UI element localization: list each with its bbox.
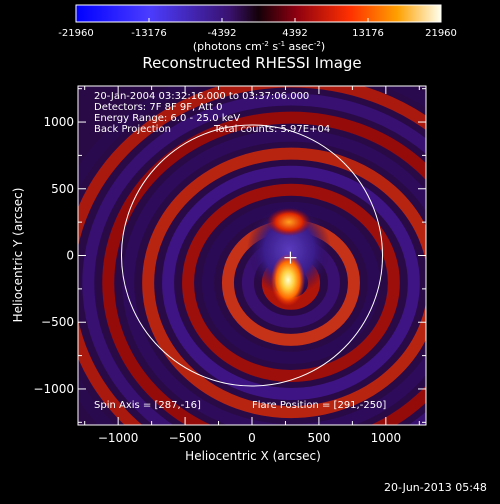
- colorbar-tick-label: -13176: [131, 28, 166, 39]
- annotation-energy: Energy Range: 6.0 - 25.0 keV: [94, 113, 240, 124]
- colorbar-tick-label: -21960: [58, 28, 93, 39]
- annotation-spin-axis: Spin Axis = [287,-16]: [94, 400, 201, 411]
- fringe-ring: [102, 111, 426, 425]
- colorbar-ticks: -21960 -13176 -4392 4392 13176 21960: [58, 18, 457, 39]
- x-tick-label: 500: [307, 431, 330, 445]
- y-tick-label: −1000: [33, 382, 74, 396]
- unit-part-1: (photons cm: [193, 40, 262, 53]
- image-area: [78, 86, 426, 425]
- annotation-counts: Total counts: 5.97E+04: [213, 124, 330, 135]
- fringe-ring: [142, 147, 426, 419]
- colorbar-tick-label: -4392: [207, 28, 236, 39]
- colorbar: [75, 4, 442, 23]
- unit-part-6: -2: [314, 40, 321, 48]
- colorbar-tick-label: 21960: [425, 28, 457, 39]
- y-tick-label: 1000: [43, 115, 74, 129]
- spin-axis-cross: [284, 251, 297, 264]
- x-axis-label: Heliocentric X (arcsec): [185, 449, 321, 463]
- unit-part-3: s: [269, 40, 278, 53]
- annotation-flare-position: Flare Position = [291,-250]: [252, 400, 386, 411]
- annotation-time: 20-Jan-2004 03:32:16.000 to 03:37:06.000: [94, 91, 309, 102]
- chart-title: Reconstructed RHESSI Image: [142, 54, 361, 72]
- x-tick-label: −1000: [98, 431, 139, 445]
- x-tick-label: −500: [169, 431, 202, 445]
- upper-source: [267, 208, 311, 236]
- x-axis-ticks: −1000 −500 0 500 1000: [84, 86, 420, 445]
- unit-part-5: asec: [285, 40, 314, 53]
- fringe-ring: [82, 93, 426, 425]
- colorbar-tick-label: 4392: [282, 28, 307, 39]
- footer-timestamp: 20-Jun-2013 05:48: [384, 481, 487, 494]
- annotation-method: Back Projection: [94, 124, 171, 135]
- solar-limb-circle: [121, 124, 383, 387]
- x-tick-label: 0: [248, 431, 256, 445]
- fringe-ring: [162, 165, 420, 401]
- y-tick-label: 0: [66, 249, 74, 263]
- y-tick-label: −500: [41, 315, 74, 329]
- central-halo: [247, 204, 331, 296]
- fringe-ring: [122, 129, 426, 425]
- y-axis-ticks: −1000 −500 0 500 1000: [33, 88, 426, 423]
- annotation-detectors: Detectors: 7F 8F 9F, Att 0: [94, 102, 222, 113]
- unit-part-7: ): [321, 40, 325, 53]
- colorbar-tick-label: 13176: [352, 28, 384, 39]
- unit-part-4: -1: [278, 40, 285, 48]
- fringe-ring: [182, 183, 400, 382]
- y-tick-label: 500: [51, 182, 74, 196]
- flare-source: [271, 254, 305, 306]
- y-axis-label: Heliocentric Y (arcsec): [11, 188, 25, 323]
- unit-part-2: -2: [262, 40, 269, 48]
- colorbar-unit-label: (photons cm-2 s-1 asec-2): [193, 40, 325, 53]
- x-tick-label: 1000: [371, 431, 402, 445]
